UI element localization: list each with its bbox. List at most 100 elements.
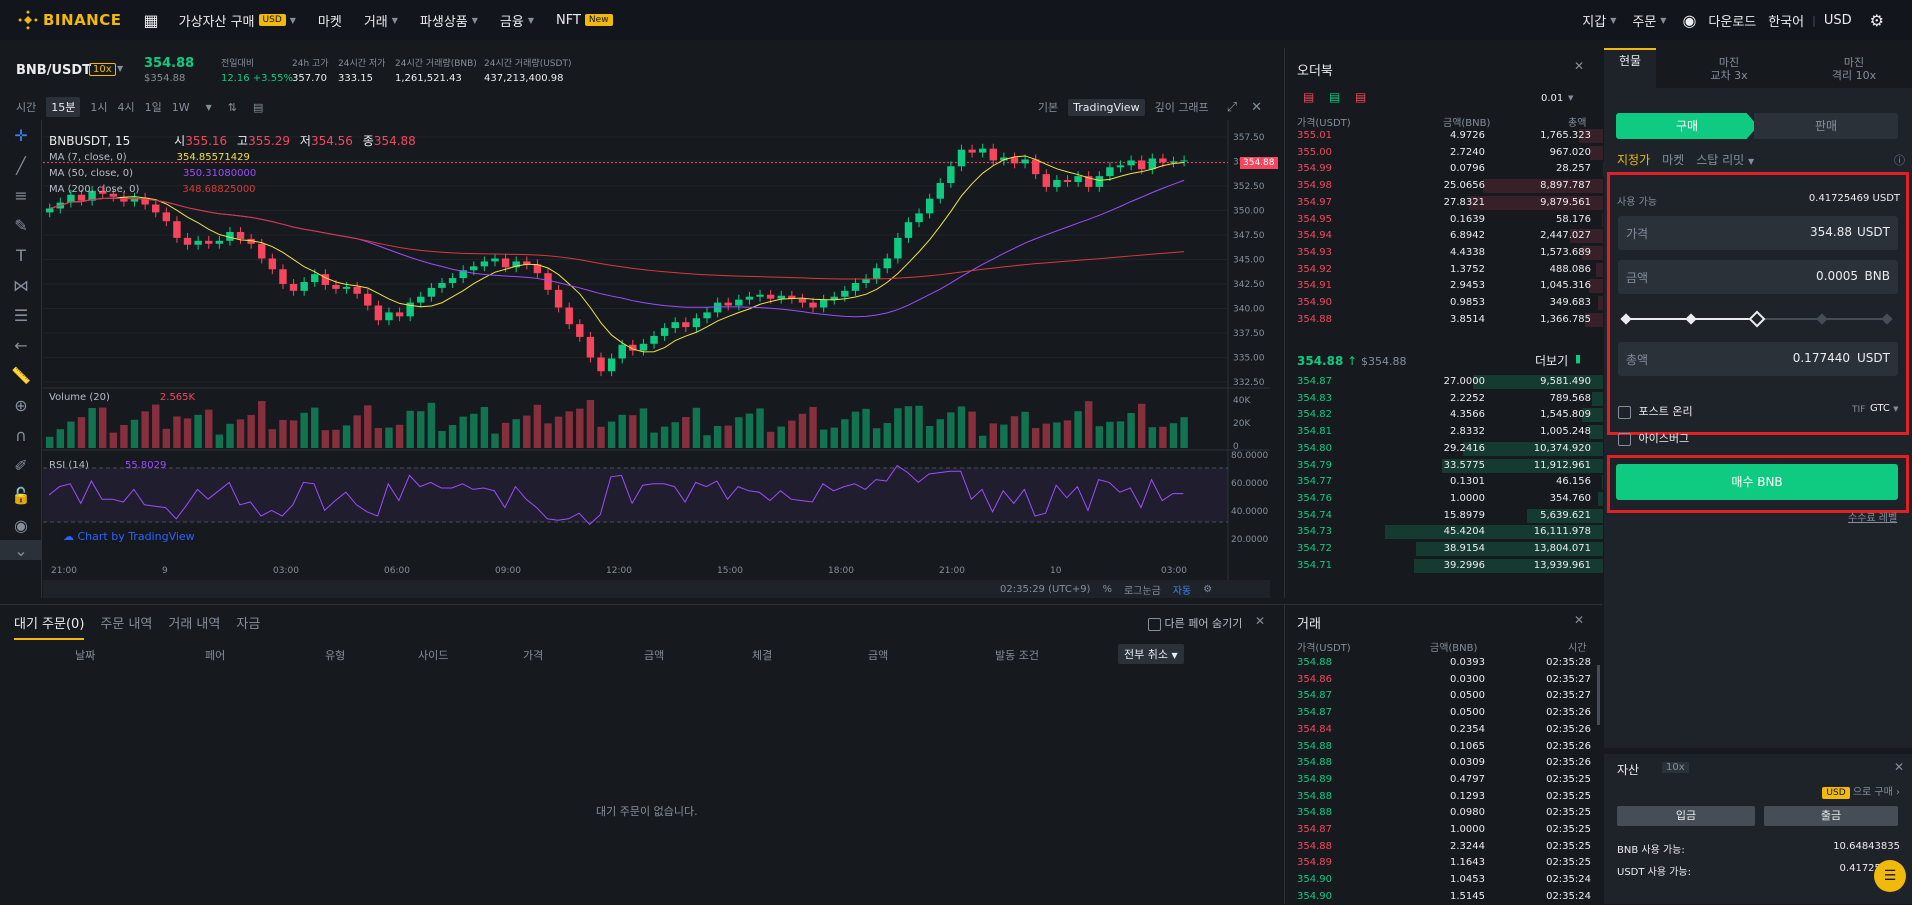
- view-basic[interactable]: 기본: [1038, 99, 1058, 115]
- interval-4h[interactable]: 4시: [118, 99, 135, 115]
- fib-icon[interactable]: ☰: [0, 300, 42, 330]
- order-type-limit[interactable]: 지정가: [1617, 151, 1650, 168]
- pair-symbol[interactable]: BNB/USDT: [16, 63, 91, 78]
- hide-other-pairs[interactable]: 다른 페어 숨기기: [1148, 615, 1242, 631]
- withdraw-button[interactable]: 출금: [1764, 806, 1898, 826]
- nav-finance[interactable]: 금융▼: [500, 11, 534, 30]
- trendline-icon[interactable]: ╱: [0, 150, 42, 180]
- close-icon[interactable]: ✕: [1574, 613, 1584, 627]
- view-tradingview[interactable]: TradingView: [1068, 99, 1144, 116]
- nav-markets[interactable]: 마켓: [318, 11, 342, 30]
- cancel-all-button[interactable]: 전부 취소 ▼: [1118, 644, 1184, 664]
- nav-wallet[interactable]: 지갑▼: [1582, 11, 1616, 30]
- buy-toggle[interactable]: 구매: [1616, 113, 1758, 139]
- nav-language[interactable]: 한국어: [1768, 11, 1804, 30]
- gear-icon[interactable]: ⚙: [1870, 11, 1884, 30]
- slider-handle[interactable]: [1749, 311, 1766, 328]
- buy-bnb-button[interactable]: 매수 BNB: [1616, 464, 1898, 500]
- checkbox[interactable]: [1618, 433, 1631, 446]
- slider-tick[interactable]: [1816, 313, 1827, 324]
- tradingview-credit[interactable]: ☁ Chart by TradingView: [59, 528, 199, 545]
- text-icon[interactable]: T: [0, 240, 42, 270]
- tab-order-history[interactable]: 주문 내역: [100, 613, 152, 640]
- fee-level-link[interactable]: 수수료 레벨: [1848, 509, 1897, 524]
- sell-toggle[interactable]: 판매: [1754, 113, 1898, 139]
- binance-logo[interactable]: BINANCE: [18, 10, 122, 30]
- checkbox[interactable]: [1148, 618, 1161, 631]
- close-icon[interactable]: ✕: [1894, 760, 1904, 774]
- lock-drawing-icon[interactable]: ✐: [0, 450, 42, 480]
- nav-download[interactable]: 다운로드: [1708, 11, 1756, 30]
- interval-time[interactable]: 시간: [16, 99, 36, 115]
- log-toggle[interactable]: 로그눈금: [1124, 582, 1161, 597]
- tab-funds[interactable]: 자금: [236, 613, 260, 640]
- tick-size[interactable]: 0.01: [1541, 93, 1563, 104]
- user-icon[interactable]: ◉: [1682, 11, 1696, 30]
- interval-15m[interactable]: 15분: [46, 97, 80, 117]
- layout-bids-icon[interactable]: ▤: [1329, 90, 1340, 104]
- buy-with-usd-link[interactable]: USD 으로 구매 ›: [1822, 783, 1900, 798]
- interval-1h[interactable]: 1시: [90, 99, 107, 115]
- iceberg-option[interactable]: 아이스버그: [1618, 430, 1689, 446]
- zoom-icon[interactable]: ⊕: [0, 390, 42, 420]
- more-link[interactable]: 더보기: [1535, 352, 1568, 369]
- brush-icon[interactable]: ✎: [0, 210, 42, 240]
- view-depth[interactable]: 깊이 그래프: [1155, 99, 1209, 115]
- order-type-market[interactable]: 마켓: [1662, 151, 1684, 168]
- chat-support-button[interactable]: ☰: [1874, 860, 1906, 892]
- layout-asks-icon[interactable]: ▤: [1355, 90, 1366, 104]
- amount-slider[interactable]: [1626, 312, 1888, 326]
- chevron-down-icon[interactable]: ▼: [1568, 94, 1573, 102]
- interval-1d[interactable]: 1일: [145, 99, 162, 115]
- interval-1w[interactable]: 1W: [172, 101, 190, 114]
- order-type-stop-limit[interactable]: 스탑 리밋 ▼: [1696, 151, 1754, 168]
- close-icon[interactable]: ✕: [1251, 100, 1262, 115]
- close-icon[interactable]: ✕: [1255, 614, 1265, 628]
- tif-select[interactable]: GTC ▼: [1870, 403, 1898, 414]
- lock-icon[interactable]: 🔓: [0, 480, 42, 510]
- horizontal-line-icon[interactable]: ≡: [0, 180, 42, 210]
- nav-orders[interactable]: 주문▼: [1632, 11, 1666, 30]
- nav-derivatives[interactable]: 파생상품▼: [420, 11, 478, 30]
- percent-toggle[interactable]: %: [1102, 584, 1112, 595]
- info-icon[interactable]: ⓘ: [1894, 152, 1905, 168]
- gear-icon[interactable]: ⚙: [1203, 584, 1212, 595]
- slider-tick[interactable]: [1685, 313, 1696, 324]
- ruler-icon[interactable]: 📏: [0, 360, 42, 390]
- deposit-button[interactable]: 입금: [1617, 806, 1755, 826]
- indicator-icon[interactable]: ⇅: [228, 101, 237, 114]
- chevron-down-icon[interactable]: ▼: [206, 103, 212, 112]
- pattern-icon[interactable]: ⋈: [0, 270, 42, 300]
- checkbox[interactable]: [1618, 406, 1631, 419]
- expand-icon[interactable]: ⤢: [1227, 100, 1237, 115]
- price-chart[interactable]: 357.50355.00352.50350.00347.50345.00342.…: [43, 120, 1270, 580]
- magnet-icon[interactable]: ∩: [0, 420, 42, 450]
